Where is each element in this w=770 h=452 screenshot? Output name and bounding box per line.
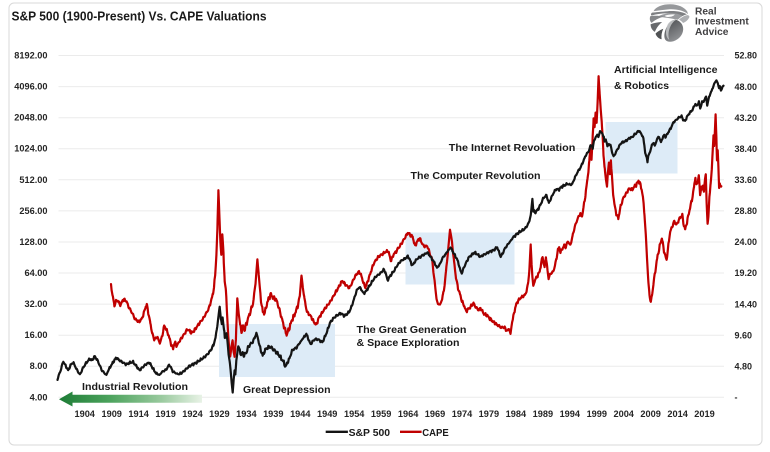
svg-text:The Internet Revoluation: The Internet Revoluation — [449, 142, 576, 154]
svg-text:& Space Exploration: & Space Exploration — [357, 337, 460, 349]
svg-text:16.00: 16.00 — [25, 330, 48, 340]
svg-text:1979: 1979 — [479, 409, 499, 419]
svg-text:128.00: 128.00 — [19, 237, 47, 247]
svg-text:64.00: 64.00 — [25, 268, 48, 278]
svg-text:Real: Real — [695, 7, 717, 18]
svg-text:4.80: 4.80 — [735, 361, 753, 371]
svg-text:32.00: 32.00 — [25, 299, 48, 309]
svg-text:43.20: 43.20 — [735, 113, 758, 123]
svg-text:1939: 1939 — [263, 409, 283, 419]
svg-text:The Computer Revolution: The Computer Revolution — [411, 170, 541, 182]
svg-text:19.20: 19.20 — [735, 268, 758, 278]
svg-text:2048.00: 2048.00 — [14, 113, 47, 123]
svg-text:1904: 1904 — [74, 409, 95, 419]
svg-text:52.80: 52.80 — [735, 51, 758, 61]
svg-text:1909: 1909 — [101, 409, 121, 419]
svg-text:1949: 1949 — [317, 409, 337, 419]
svg-text:& Robotics: & Robotics — [614, 80, 669, 92]
svg-text:2009: 2009 — [640, 409, 660, 419]
svg-text:1969: 1969 — [425, 409, 445, 419]
svg-text:1994: 1994 — [560, 409, 581, 419]
svg-text:256.00: 256.00 — [19, 206, 47, 216]
svg-text:1984: 1984 — [506, 409, 527, 419]
svg-text:1974: 1974 — [452, 409, 473, 419]
svg-text:1944: 1944 — [290, 409, 311, 419]
svg-text:1024.00: 1024.00 — [14, 144, 47, 154]
svg-text:2014: 2014 — [667, 409, 688, 419]
svg-text:24.00: 24.00 — [735, 237, 758, 247]
svg-text:1914: 1914 — [128, 409, 149, 419]
svg-text:S&P 500: S&P 500 — [349, 427, 391, 439]
svg-text:2004: 2004 — [613, 409, 634, 419]
svg-text:8192.00: 8192.00 — [14, 51, 47, 61]
svg-text:1989: 1989 — [533, 409, 553, 419]
svg-text:1934: 1934 — [236, 409, 257, 419]
svg-text:1999: 1999 — [587, 409, 607, 419]
svg-text:1919: 1919 — [155, 409, 175, 419]
svg-text:9.60: 9.60 — [735, 330, 753, 340]
svg-text:2019: 2019 — [694, 409, 714, 419]
svg-text:CAPE: CAPE — [422, 427, 449, 439]
svg-text:8.00: 8.00 — [30, 361, 48, 371]
svg-text:S&P 500 (1900-Present) Vs. CAP: S&P 500 (1900-Present) Vs. CAPE Valuatio… — [12, 8, 267, 23]
svg-text:1964: 1964 — [398, 409, 419, 419]
svg-text:48.00: 48.00 — [735, 82, 758, 92]
svg-text:4096.00: 4096.00 — [14, 82, 47, 92]
svg-text:1924: 1924 — [182, 409, 203, 419]
svg-text:33.60: 33.60 — [735, 175, 758, 185]
svg-text:1929: 1929 — [209, 409, 229, 419]
svg-text:1959: 1959 — [371, 409, 391, 419]
svg-text:The Great Generation: The Great Generation — [357, 324, 467, 336]
svg-text:28.80: 28.80 — [735, 206, 758, 216]
svg-text:Industrial Revolution: Industrial Revolution — [82, 381, 188, 393]
svg-text:-: - — [735, 393, 738, 403]
svg-text:14.40: 14.40 — [735, 299, 758, 309]
svg-text:4.00: 4.00 — [30, 392, 48, 402]
svg-text:Investment: Investment — [695, 17, 749, 28]
svg-text:Artificial Intelligence: Artificial Intelligence — [614, 64, 718, 76]
svg-text:Great Depression: Great Depression — [243, 384, 331, 396]
svg-text:512.00: 512.00 — [19, 175, 47, 185]
svg-text:1954: 1954 — [344, 409, 365, 419]
svg-text:38.40: 38.40 — [735, 144, 758, 154]
svg-text:Advice: Advice — [695, 27, 729, 38]
